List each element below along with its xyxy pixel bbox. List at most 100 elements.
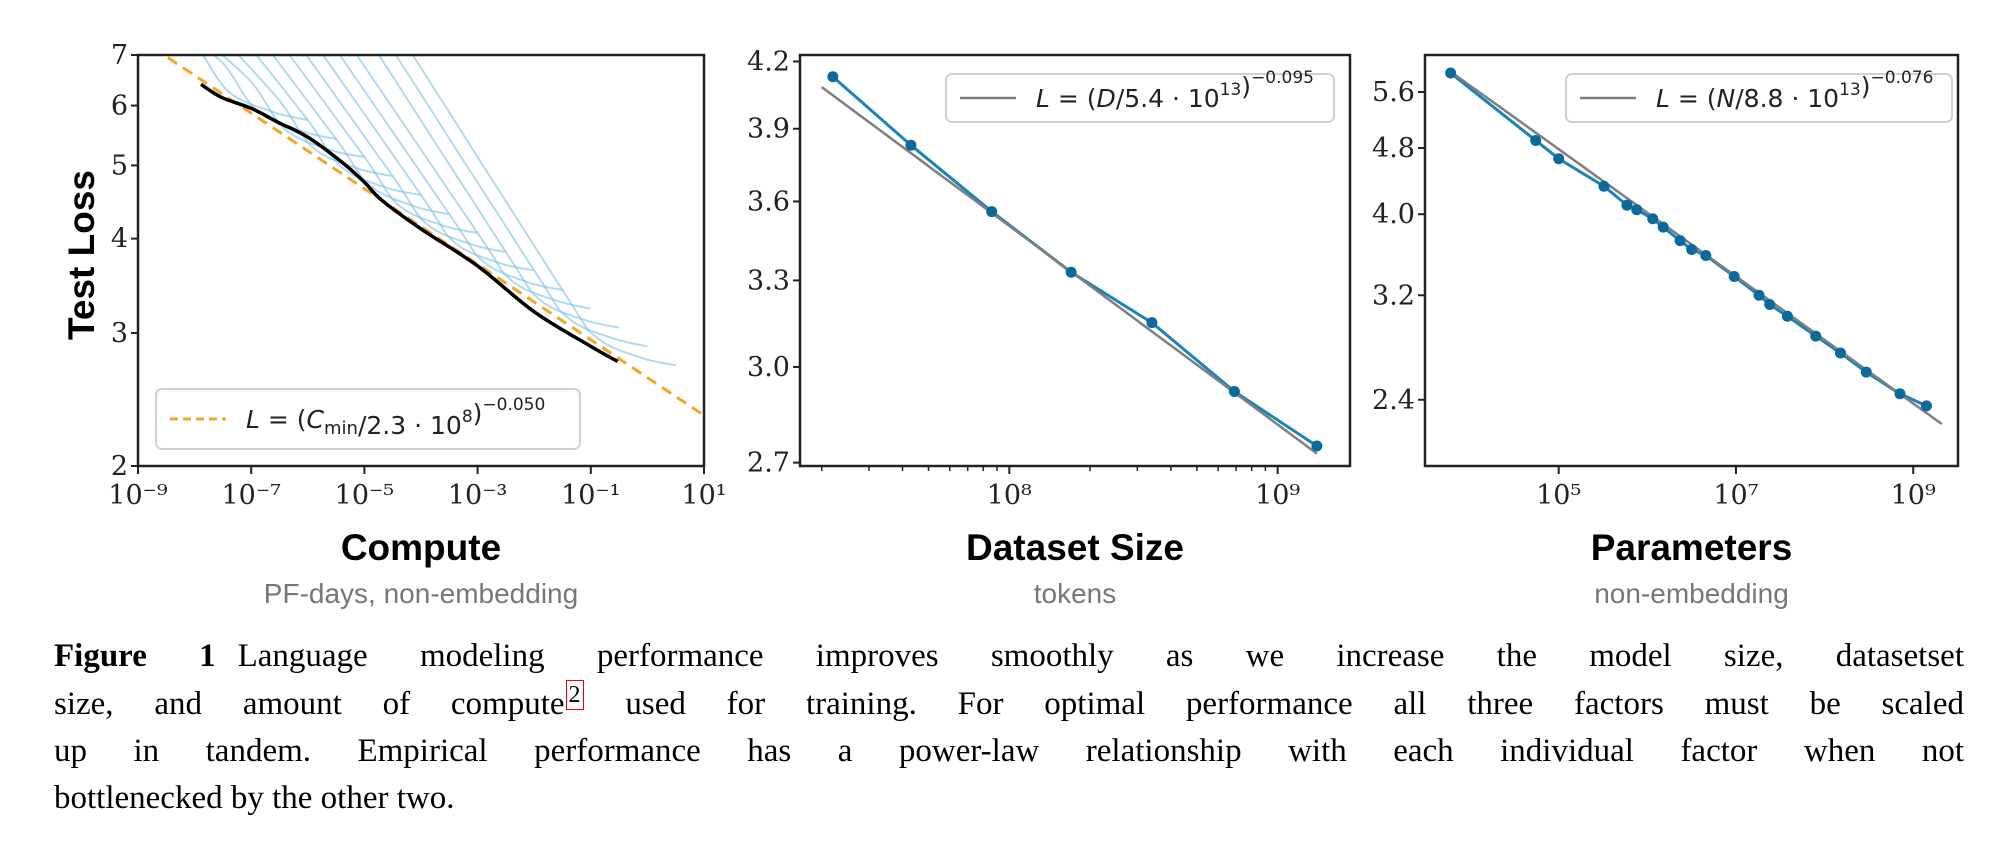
data-point <box>1781 310 1793 322</box>
training-curve <box>255 55 422 196</box>
y-tick-label: 2.4 <box>1372 385 1415 416</box>
data-point <box>1834 347 1846 359</box>
data-point <box>1647 213 1659 225</box>
data-point <box>1311 440 1323 452</box>
y-tick-label: 4.0 <box>1372 199 1415 230</box>
data-point <box>1065 266 1077 278</box>
axes-frame <box>136 53 706 468</box>
caption-text: up in tandem. Empirical performance has … <box>54 733 1964 769</box>
training-curve <box>288 55 478 234</box>
legend: L = (D/5.4 · 1013)−0.095 <box>945 68 1335 123</box>
y-tick-label: 3.0 <box>747 352 790 383</box>
data-point <box>1764 298 1776 310</box>
figure-caption: Figure 1 Language modeling performance im… <box>54 633 1964 822</box>
caption-line: Figure 1 Language modeling performance im… <box>54 633 1964 680</box>
y-tick-label: 3 <box>111 318 128 349</box>
legend-box <box>1565 73 1953 123</box>
x-tick-label: 10⁵ <box>1536 480 1581 511</box>
data-point <box>1228 386 1240 398</box>
y-tick-label: 3.2 <box>1372 280 1415 311</box>
legend: L = (Cmin/2.3 · 108)−0.050 <box>155 388 581 450</box>
y-tick-label: 3.9 <box>747 114 790 145</box>
training-curve <box>338 55 563 291</box>
plot-area <box>820 71 1323 455</box>
x-tick-label: 10⁷ <box>1713 480 1758 511</box>
caption-label: Figure 1 <box>54 638 216 674</box>
x-tick-label: 10⁻³ <box>448 480 507 511</box>
data-point <box>986 206 998 218</box>
x-tick-label: 10⁻¹ <box>561 480 620 511</box>
training-curve <box>237 55 393 178</box>
data-line <box>831 75 1318 448</box>
x-axis-subtitle: tokens <box>1034 578 1117 609</box>
data-point <box>1530 134 1542 146</box>
x-axis-title: Parameters <box>1591 527 1793 568</box>
caption-line: size, and amount of compute 2 used for tr… <box>54 680 1964 728</box>
y-tick-label: 4.8 <box>1372 133 1415 164</box>
training-curve <box>220 55 365 158</box>
legend-box <box>945 73 1335 123</box>
x-axis-subtitle: PF-days, non-embedding <box>264 578 578 609</box>
caption-line: up in tandem. Empirical performance has … <box>54 728 1964 775</box>
frontier-line <box>200 82 619 364</box>
y-tick-label: 3.3 <box>747 265 790 296</box>
y-tick-label: 5 <box>111 150 128 181</box>
footnote-link[interactable]: 2 <box>565 680 584 710</box>
legend-label: L = (Cmin/2.3 · 108)−0.050 <box>246 395 545 440</box>
y-tick-label: 7 <box>111 40 128 71</box>
data-point <box>1553 153 1565 165</box>
plot-area <box>1445 67 1943 425</box>
x-tick-label: 10⁹ <box>1255 480 1300 511</box>
data-point <box>905 139 917 151</box>
caption-text: Language modeling performance improves s… <box>237 638 1964 674</box>
chart-2: 10⁵ 10⁷ 10⁹ 2.4 3.2 4.0 4.8 5.6 Parameters non-em… <box>1372 53 1960 609</box>
caption-text: used for training. For optimal performan… <box>584 686 1964 722</box>
y-tick-label: 4.2 <box>747 46 790 77</box>
data-point <box>1445 67 1457 79</box>
y-tick-label: 6 <box>111 91 128 122</box>
training-curve <box>305 55 507 253</box>
legend-label: L = (D/5.4 · 1013)−0.095 <box>1036 68 1314 113</box>
training-curve <box>377 55 620 329</box>
training-curve <box>201 55 309 122</box>
data-point <box>1686 243 1698 255</box>
caption-text: bottlenecked by the other two. <box>54 780 455 816</box>
training-curve <box>411 55 676 367</box>
data-point <box>1920 400 1932 412</box>
data-point <box>1631 204 1643 216</box>
data-point <box>1598 180 1610 192</box>
y-axis-label: Test Loss <box>61 170 102 340</box>
legend-label: L = (N/8.8 · 1013)−0.076 <box>1656 68 1933 113</box>
data-point <box>1674 235 1686 247</box>
axes-frame <box>798 53 1352 468</box>
y-tick-label: 2 <box>111 451 128 482</box>
y-tick-label: 4 <box>111 224 128 255</box>
plot-area <box>161 55 704 417</box>
data-point <box>1728 270 1740 282</box>
caption-text: size, and amount of compute <box>54 686 565 722</box>
y-tick-label: 2.7 <box>747 448 790 479</box>
y-tick-label: 3.6 <box>747 186 790 217</box>
x-axis-subtitle: non-embedding <box>1594 578 1789 609</box>
chart-1: 10⁸ 10⁹ 2.7 3.0 3.3 3.6 3.9 4.2 Dataset Size toke… <box>747 46 1352 609</box>
x-tick-label: 10⁻⁵ <box>335 480 394 511</box>
legend-box <box>155 388 581 450</box>
x-tick-label: 10⁻⁹ <box>108 480 168 511</box>
axes-frame <box>1423 53 1960 468</box>
x-tick-label: 10⁹ <box>1891 480 1936 511</box>
data-point <box>1621 199 1633 211</box>
data-point <box>1146 317 1158 329</box>
data-point <box>1753 289 1765 301</box>
y-tick-label: 5.6 <box>1372 77 1415 108</box>
data-point <box>1810 330 1822 342</box>
data-point <box>1700 250 1712 262</box>
caption-line: bottlenecked by the other two. <box>54 775 1964 822</box>
training-curve <box>355 55 592 310</box>
chart-0: 10⁻⁹ 10⁻⁷ 10⁻⁵ 10⁻³ 10⁻¹ 10¹ 2 3 4 5 6 7 Compute PF-d… <box>108 40 726 609</box>
x-tick-label: 10⁸ <box>987 480 1032 511</box>
training-curve <box>321 55 535 272</box>
data-point <box>1894 388 1906 400</box>
legend: L = (N/8.8 · 1013)−0.076 <box>1565 68 1953 123</box>
x-axis-title: Compute <box>341 527 501 568</box>
